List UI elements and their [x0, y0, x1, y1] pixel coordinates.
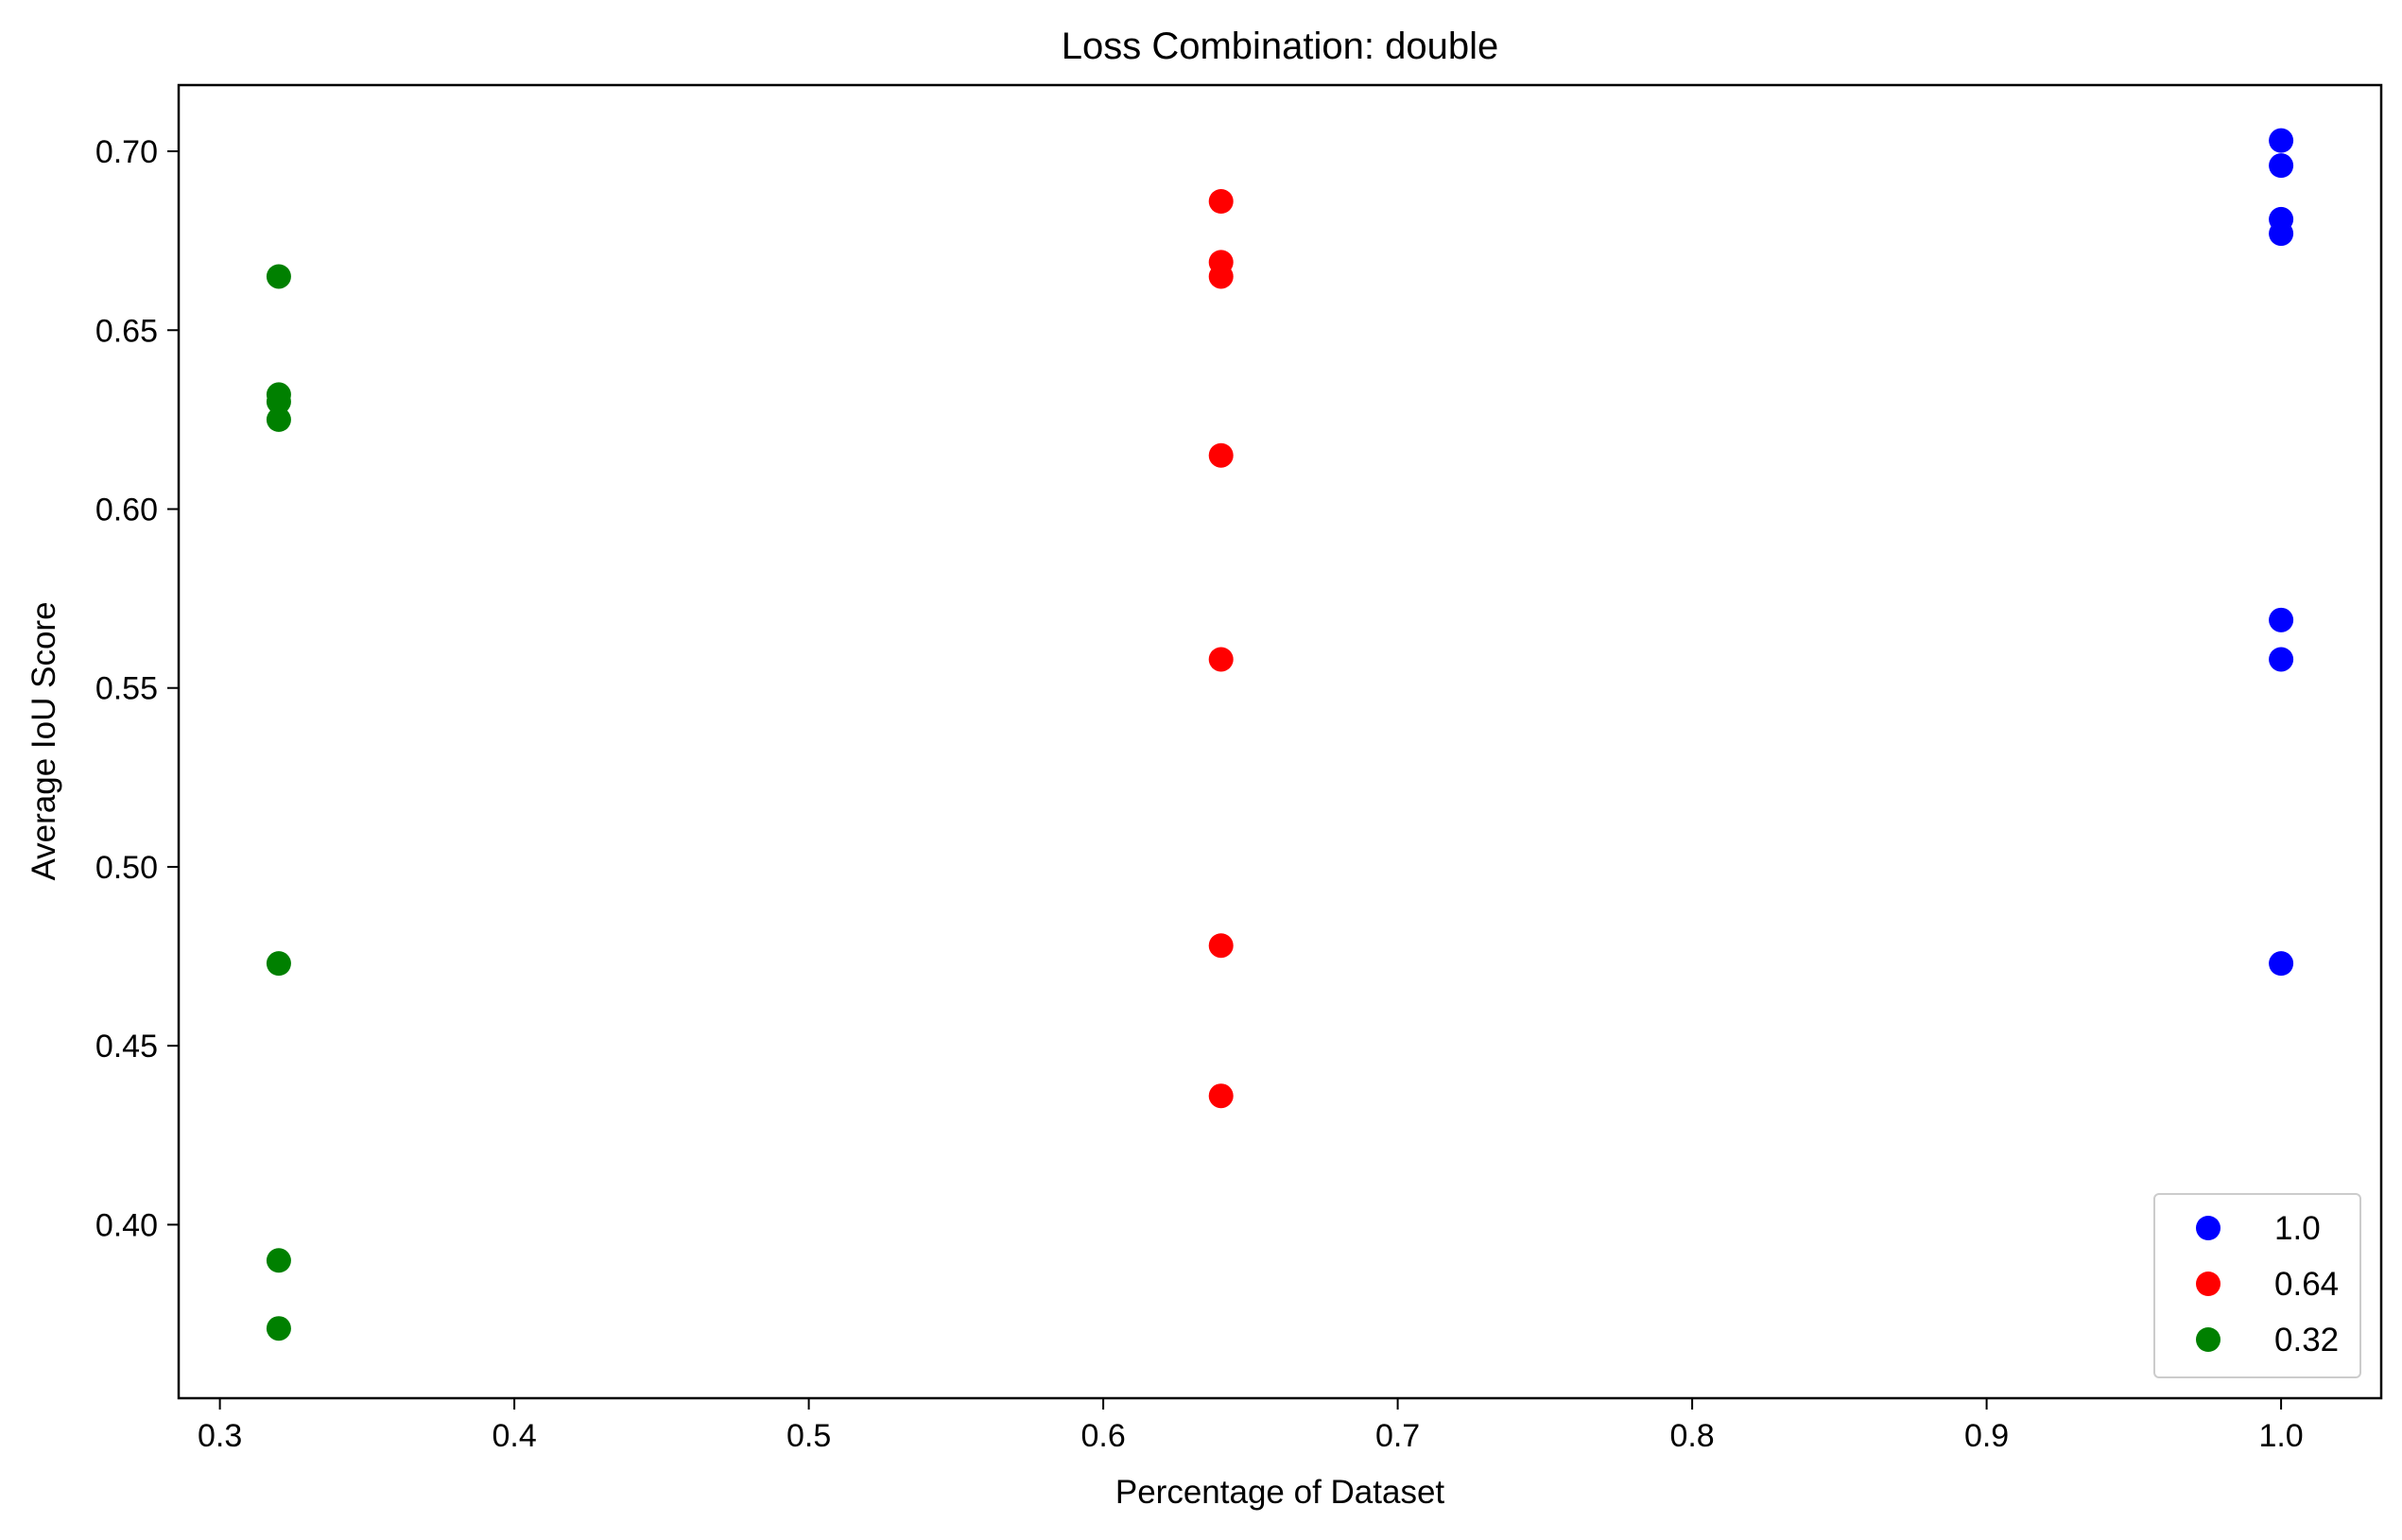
x-tick-label: 0.5 [786, 1418, 831, 1454]
chart-title: Loss Combination: double [1062, 26, 1499, 67]
data-point [266, 1248, 291, 1273]
data-point [266, 951, 291, 977]
y-tick-label: 0.65 [95, 313, 158, 349]
legend-marker [2196, 1216, 2221, 1240]
data-point [1208, 442, 1234, 468]
data-point [2269, 647, 2294, 672]
data-points [266, 128, 2294, 1341]
x-axis-ticks: 0.3 0.4 0.5 0.6 0.7 0.8 0.9 1.0 [198, 1398, 2304, 1454]
legend-label: 1.0 [2274, 1210, 2321, 1247]
data-point [2269, 607, 2294, 632]
y-tick-label: 0.40 [95, 1207, 158, 1243]
data-point [2269, 153, 2294, 179]
data-point [2269, 221, 2294, 247]
plot-frame [177, 83, 2383, 1400]
legend-label: 0.64 [2274, 1266, 2339, 1303]
data-point [266, 264, 291, 289]
y-tick-label: 0.60 [95, 492, 158, 528]
y-axis-ticks: 0.40 0.45 0.50 0.55 0.60 0.65 0.70 [95, 134, 179, 1243]
x-tick-label: 0.8 [1669, 1418, 1714, 1454]
x-tick-label: 0.6 [1080, 1418, 1125, 1454]
data-point [1208, 1083, 1234, 1109]
y-tick-label: 0.70 [95, 134, 158, 170]
legend: 1.0 0.64 0.32 [2153, 1193, 2361, 1378]
y-axis-label: Average IoU Score [26, 601, 62, 880]
x-tick-label: 0.7 [1375, 1418, 1420, 1454]
y-tick-label: 0.45 [95, 1029, 158, 1064]
data-point [1208, 647, 1234, 672]
data-point [266, 1316, 291, 1341]
x-tick-label: 1.0 [2258, 1418, 2303, 1454]
data-point [1208, 264, 1234, 289]
data-point [2269, 951, 2294, 977]
data-point [2269, 128, 2294, 153]
y-tick-label: 0.50 [95, 850, 158, 886]
x-tick-label: 0.4 [492, 1418, 536, 1454]
data-point [266, 407, 291, 432]
y-tick-label: 0.55 [95, 671, 158, 707]
legend-marker [2196, 1327, 2221, 1352]
data-point [1208, 933, 1234, 959]
data-point [266, 389, 291, 414]
legend-marker [2196, 1272, 2221, 1296]
x-tick-label: 0.9 [1964, 1418, 2009, 1454]
x-axis-label: Percentage of Dataset [1115, 1474, 1445, 1511]
data-point [1208, 189, 1234, 215]
legend-label: 0.32 [2274, 1322, 2339, 1358]
x-tick-label: 0.3 [198, 1418, 242, 1454]
